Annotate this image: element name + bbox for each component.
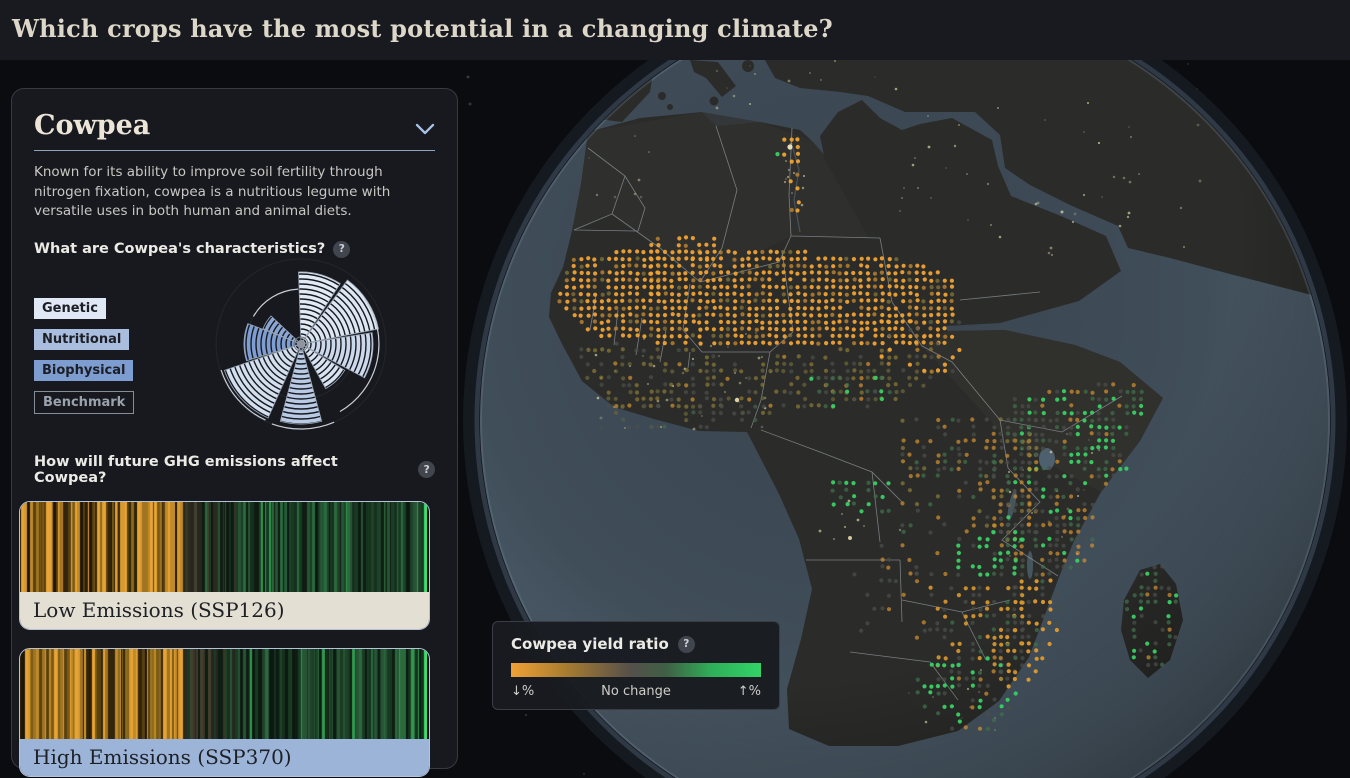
title-divider bbox=[34, 150, 435, 151]
emissions-heading: How will future GHG emissions affect Cow… bbox=[34, 453, 338, 486]
characteristics-legend: Genetic Nutritional Biophysical Benchmark bbox=[34, 297, 135, 424]
high-emissions-label: High Emissions (SSP370) bbox=[20, 738, 429, 776]
yield-ratio-gradient-bar bbox=[511, 663, 761, 677]
crop-panel: Cowpea Known for its ability to improve … bbox=[11, 88, 458, 777]
scenario-card-high-emissions[interactable]: High Emissions (SSP370) bbox=[19, 647, 430, 777]
characteristics-help-icon[interactable]: ? bbox=[333, 240, 351, 258]
increase-label: ↑% bbox=[737, 684, 761, 699]
characteristics-heading: What are Cowpea's characteristics? bbox=[34, 241, 326, 257]
low-emissions-label: Low Emissions (SSP126) bbox=[20, 591, 429, 629]
map-legend: Cowpea yield ratio ? ↓% No change ↑% bbox=[492, 621, 780, 710]
characteristics-chart bbox=[215, 258, 387, 430]
no-change-label: No change bbox=[601, 684, 671, 699]
legend-chip-biophysical[interactable]: Biophysical bbox=[34, 359, 134, 381]
page-header: Which crops have the most potential in a… bbox=[0, 0, 1350, 60]
map-legend-help-icon[interactable]: ? bbox=[677, 635, 695, 653]
collapse-panel-button[interactable] bbox=[411, 119, 439, 142]
legend-chip-nutritional[interactable]: Nutritional bbox=[34, 328, 130, 350]
scenario-card-low-emissions[interactable]: Low Emissions (SSP126) bbox=[19, 500, 430, 630]
low-emissions-strip bbox=[20, 501, 427, 592]
page-title: Which crops have the most potential in a… bbox=[12, 14, 833, 43]
crop-description: Known for its ability to improve soil fe… bbox=[34, 164, 391, 219]
high-emissions-strip bbox=[20, 648, 427, 739]
yield-ratio-labels: ↓% No change ↑% bbox=[511, 684, 761, 699]
characteristics-block: Genetic Nutritional Biophysical Benchmark bbox=[34, 258, 435, 450]
map-legend-title: Cowpea yield ratio bbox=[511, 635, 669, 653]
legend-chip-benchmark[interactable]: Benchmark bbox=[34, 390, 135, 414]
emissions-help-icon[interactable]: ? bbox=[418, 461, 435, 478]
legend-chip-genetic[interactable]: Genetic bbox=[34, 297, 106, 319]
chevron-down-icon bbox=[415, 123, 435, 135]
crop-name-title: Cowpea bbox=[34, 110, 151, 141]
decrease-label: ↓% bbox=[511, 684, 535, 699]
